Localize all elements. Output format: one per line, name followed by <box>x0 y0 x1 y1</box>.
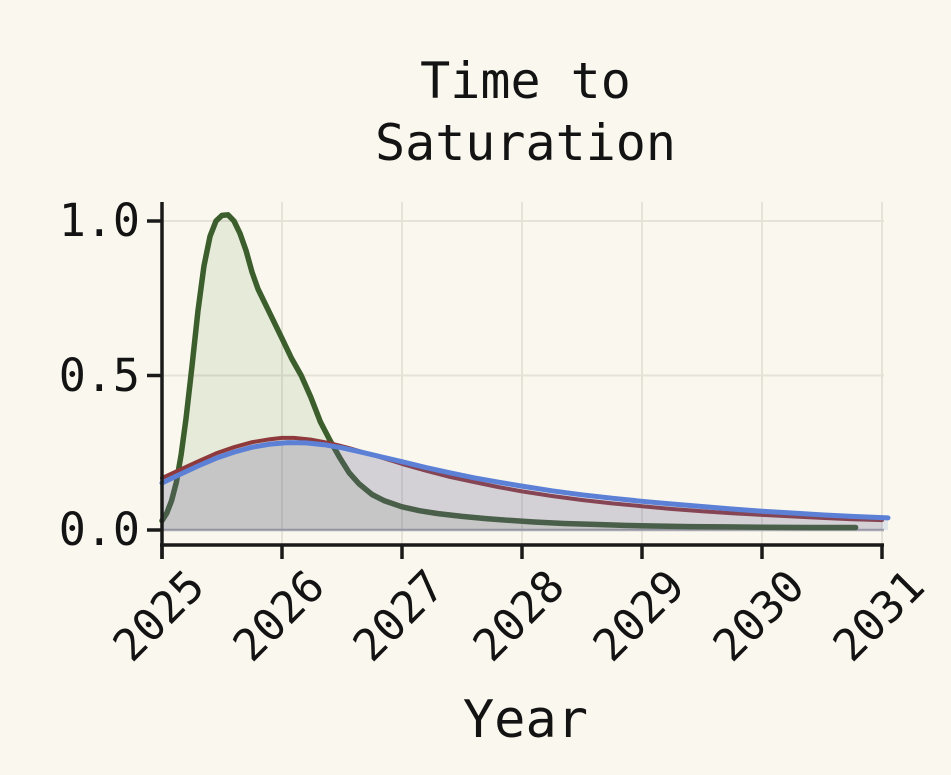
chart-title-line2: Saturation <box>374 114 677 172</box>
blue-distribution-line <box>159 440 891 521</box>
chart-title-line1: Time to <box>420 52 631 110</box>
green-distribution-line <box>159 212 859 531</box>
red-distribution-fill <box>162 437 882 530</box>
y-tick-label: 1.0 <box>58 194 140 247</box>
chart-title: Time to Saturation <box>100 50 951 174</box>
red-distribution-line <box>160 435 884 523</box>
y-tick-label: 0.5 <box>58 348 140 402</box>
y-tick-label: 0.0 <box>58 503 140 556</box>
x-axis-title: Year <box>462 690 589 750</box>
